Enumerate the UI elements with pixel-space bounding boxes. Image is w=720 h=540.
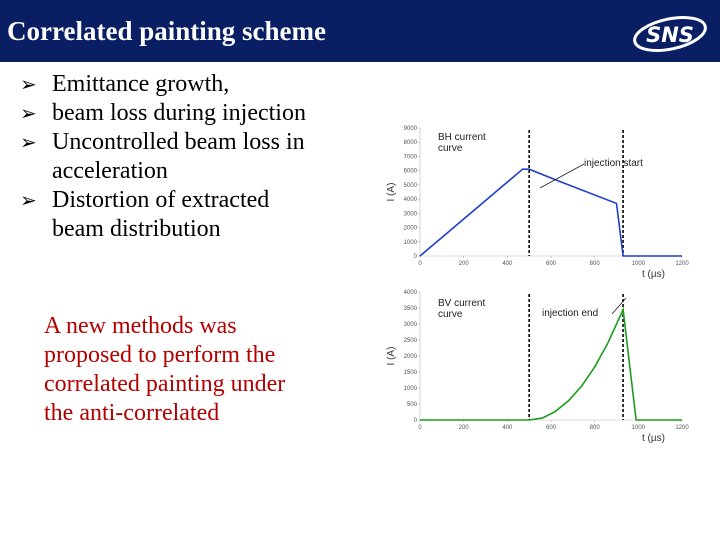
y-tick-label: 500 [407, 402, 418, 408]
paragraph-line: proposed to perform the [44, 342, 276, 368]
annotation-arrow [611, 297, 627, 315]
bullet-text: Emittance growth, [52, 71, 230, 97]
x-axis-label: t (µs) [642, 269, 665, 280]
bullet-text-cont: acceleration [52, 158, 168, 184]
x-tick-label: 1200 [675, 425, 689, 431]
y-tick-label: 3000 [404, 211, 418, 217]
logo-text: SNS [646, 23, 694, 47]
x-tick-label: 1000 [632, 425, 646, 431]
arrow-bullet-icon: ➢ [20, 130, 37, 154]
y-tick-label: 1000 [404, 240, 418, 246]
x-tick-label: 1200 [675, 261, 689, 267]
x-tick-label: 200 [459, 261, 470, 267]
arrow-bullet-icon: ➢ [20, 188, 37, 212]
y-tick-label: 6000 [404, 169, 418, 175]
x-axis-label: t (µs) [642, 433, 665, 444]
y-axis-label: I (A) [386, 183, 397, 202]
bullet-item: ➢ Emittance growth, [20, 70, 380, 99]
x-tick-label: 600 [546, 261, 557, 267]
y-tick-label: 2000 [404, 354, 418, 360]
annotation-label: injection start [584, 158, 643, 169]
sns-logo: SNS [633, 16, 707, 52]
curve-legend-line1: BH current [438, 132, 486, 143]
y-tick-label: 7000 [404, 154, 418, 160]
y-tick-label: 1500 [404, 370, 418, 376]
y-tick-label: 5000 [404, 183, 418, 189]
bullet-item: ➢ beam loss during injection [20, 99, 380, 128]
bullet-item: ➢ Uncontrolled beam loss in acceleration [20, 128, 380, 186]
bullet-item: ➢ Distortion of extracted beam distribut… [20, 186, 380, 244]
x-tick-label: 800 [590, 261, 601, 267]
y-tick-label: 1000 [404, 386, 418, 392]
x-tick-label: 600 [546, 425, 557, 431]
y-tick-label: 2000 [404, 226, 418, 232]
annotation-label: injection end [542, 308, 598, 319]
y-tick-label: 3000 [404, 322, 418, 328]
paragraph-line: the anti-correlated [44, 400, 220, 426]
red-paragraph: A new methods was proposed to perform th… [44, 312, 344, 428]
bullet-text: Uncontrolled beam loss in [52, 129, 305, 155]
slide-title: Correlated painting scheme [7, 16, 326, 46]
current-curve-line [419, 168, 682, 257]
paragraph-line: correlated painting under [44, 371, 286, 397]
y-axis-label: I (A) [386, 347, 397, 366]
curve-legend-line2: curve [438, 143, 463, 154]
y-tick-label: 0 [414, 254, 418, 260]
annotation-arrow [539, 163, 585, 189]
x-tick-label: 0 [418, 425, 422, 431]
curve-legend-line1: BV current [438, 298, 485, 309]
current-curve-line [420, 306, 682, 421]
y-tick-label: 8000 [404, 140, 418, 146]
arrow-bullet-icon: ➢ [20, 72, 37, 96]
bv-current-chart: 0 500 1000 1500 2000 2500 3000 3500 4000 0 200 400 6… [386, 290, 689, 444]
x-tick-label: 1000 [632, 261, 646, 267]
y-tick-label: 3500 [404, 306, 418, 312]
paragraph-line: A new methods was [44, 313, 237, 339]
x-tick-label: 400 [502, 261, 513, 267]
y-tick-label: 4000 [404, 290, 418, 296]
arrow-bullet-icon: ➢ [20, 101, 37, 125]
x-tick-label: 800 [590, 425, 601, 431]
x-tick-label: 200 [459, 425, 470, 431]
x-tick-label: 0 [418, 261, 422, 267]
curve-legend-line2: curve [438, 309, 463, 320]
bh-current-chart: 0 1000 2000 3000 4000 5000 6000 7000 8000 9000 0 20… [386, 126, 689, 280]
y-tick-label: 2500 [404, 338, 418, 344]
bullet-text-cont: beam distribution [52, 216, 221, 242]
title-bar: Correlated painting scheme SNS [0, 0, 720, 62]
bullet-text: beam loss during injection [52, 100, 306, 126]
y-tick-label: 4000 [404, 197, 418, 203]
x-tick-label: 400 [502, 425, 513, 431]
bullet-list: ➢ Emittance growth, ➢ beam loss during i… [20, 70, 380, 244]
y-tick-label: 0 [414, 418, 418, 424]
y-tick-label: 9000 [404, 126, 418, 132]
bullet-text: Distortion of extracted [52, 187, 270, 213]
